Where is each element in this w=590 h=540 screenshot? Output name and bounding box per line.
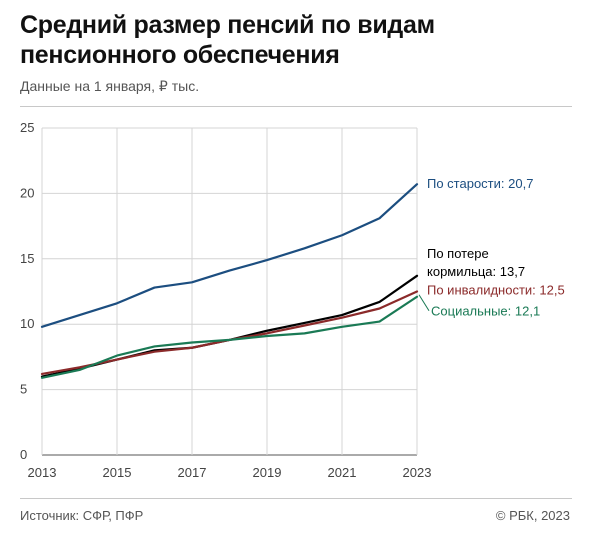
- series-line-0: [40, 183, 419, 328]
- series-label-disability: По инвалидности: 12,5: [427, 283, 565, 298]
- series-line-2: [40, 290, 419, 376]
- x-tick-label: 2013: [28, 465, 57, 480]
- y-tick-label: 0: [20, 447, 27, 462]
- series-label-survivor-line1: По потере: [427, 246, 489, 261]
- source-note: Источник: СФР, ПФР: [20, 508, 144, 523]
- x-tick-label: 2015: [103, 465, 132, 480]
- x-tick-label: 2019: [253, 465, 282, 480]
- series-line-3: [40, 295, 419, 379]
- y-tick-label: 25: [20, 120, 34, 135]
- series-label-social: Социальные: 12,1: [431, 304, 540, 319]
- series-label-old-age: По старости: 20,7: [427, 176, 533, 191]
- y-axis-ticks: 0 5 10 15 20 25: [20, 120, 34, 462]
- y-tick-label: 5: [20, 382, 27, 397]
- series-line-1: [40, 274, 419, 378]
- x-axis-ticks: 2013 2015 2017 2019 2021 2023: [28, 465, 432, 480]
- chart-grid: [41, 127, 418, 456]
- chart-subtitle: Данные на 1 января, ₽ тыс.: [20, 78, 200, 94]
- y-tick-label: 20: [20, 185, 34, 200]
- pension-line-chart: 0 5 10 15 20 25 2013 2015 2017 2019 2021 2023 По с…: [20, 120, 565, 480]
- copyright-credit: © РБК, 2023: [495, 508, 570, 523]
- x-tick-label: 2021: [328, 465, 357, 480]
- chart-title: Средний размер пенсий по видам пенсионно…: [20, 11, 435, 69]
- top-divider: [20, 106, 572, 107]
- x-tick-label: 2017: [178, 465, 207, 480]
- series-label-survivor-line2: кормильца: 13,7: [427, 264, 525, 279]
- series-labels: По старости: 20,7 По потере кормильца: 13,…: [418, 176, 565, 319]
- x-tick-label: 2023: [403, 465, 432, 480]
- y-tick-label: 15: [20, 251, 34, 266]
- series-lines: [40, 183, 419, 379]
- bottom-divider: [20, 498, 572, 499]
- series-leader-social: [418, 294, 430, 311]
- y-tick-label: 10: [20, 316, 34, 331]
